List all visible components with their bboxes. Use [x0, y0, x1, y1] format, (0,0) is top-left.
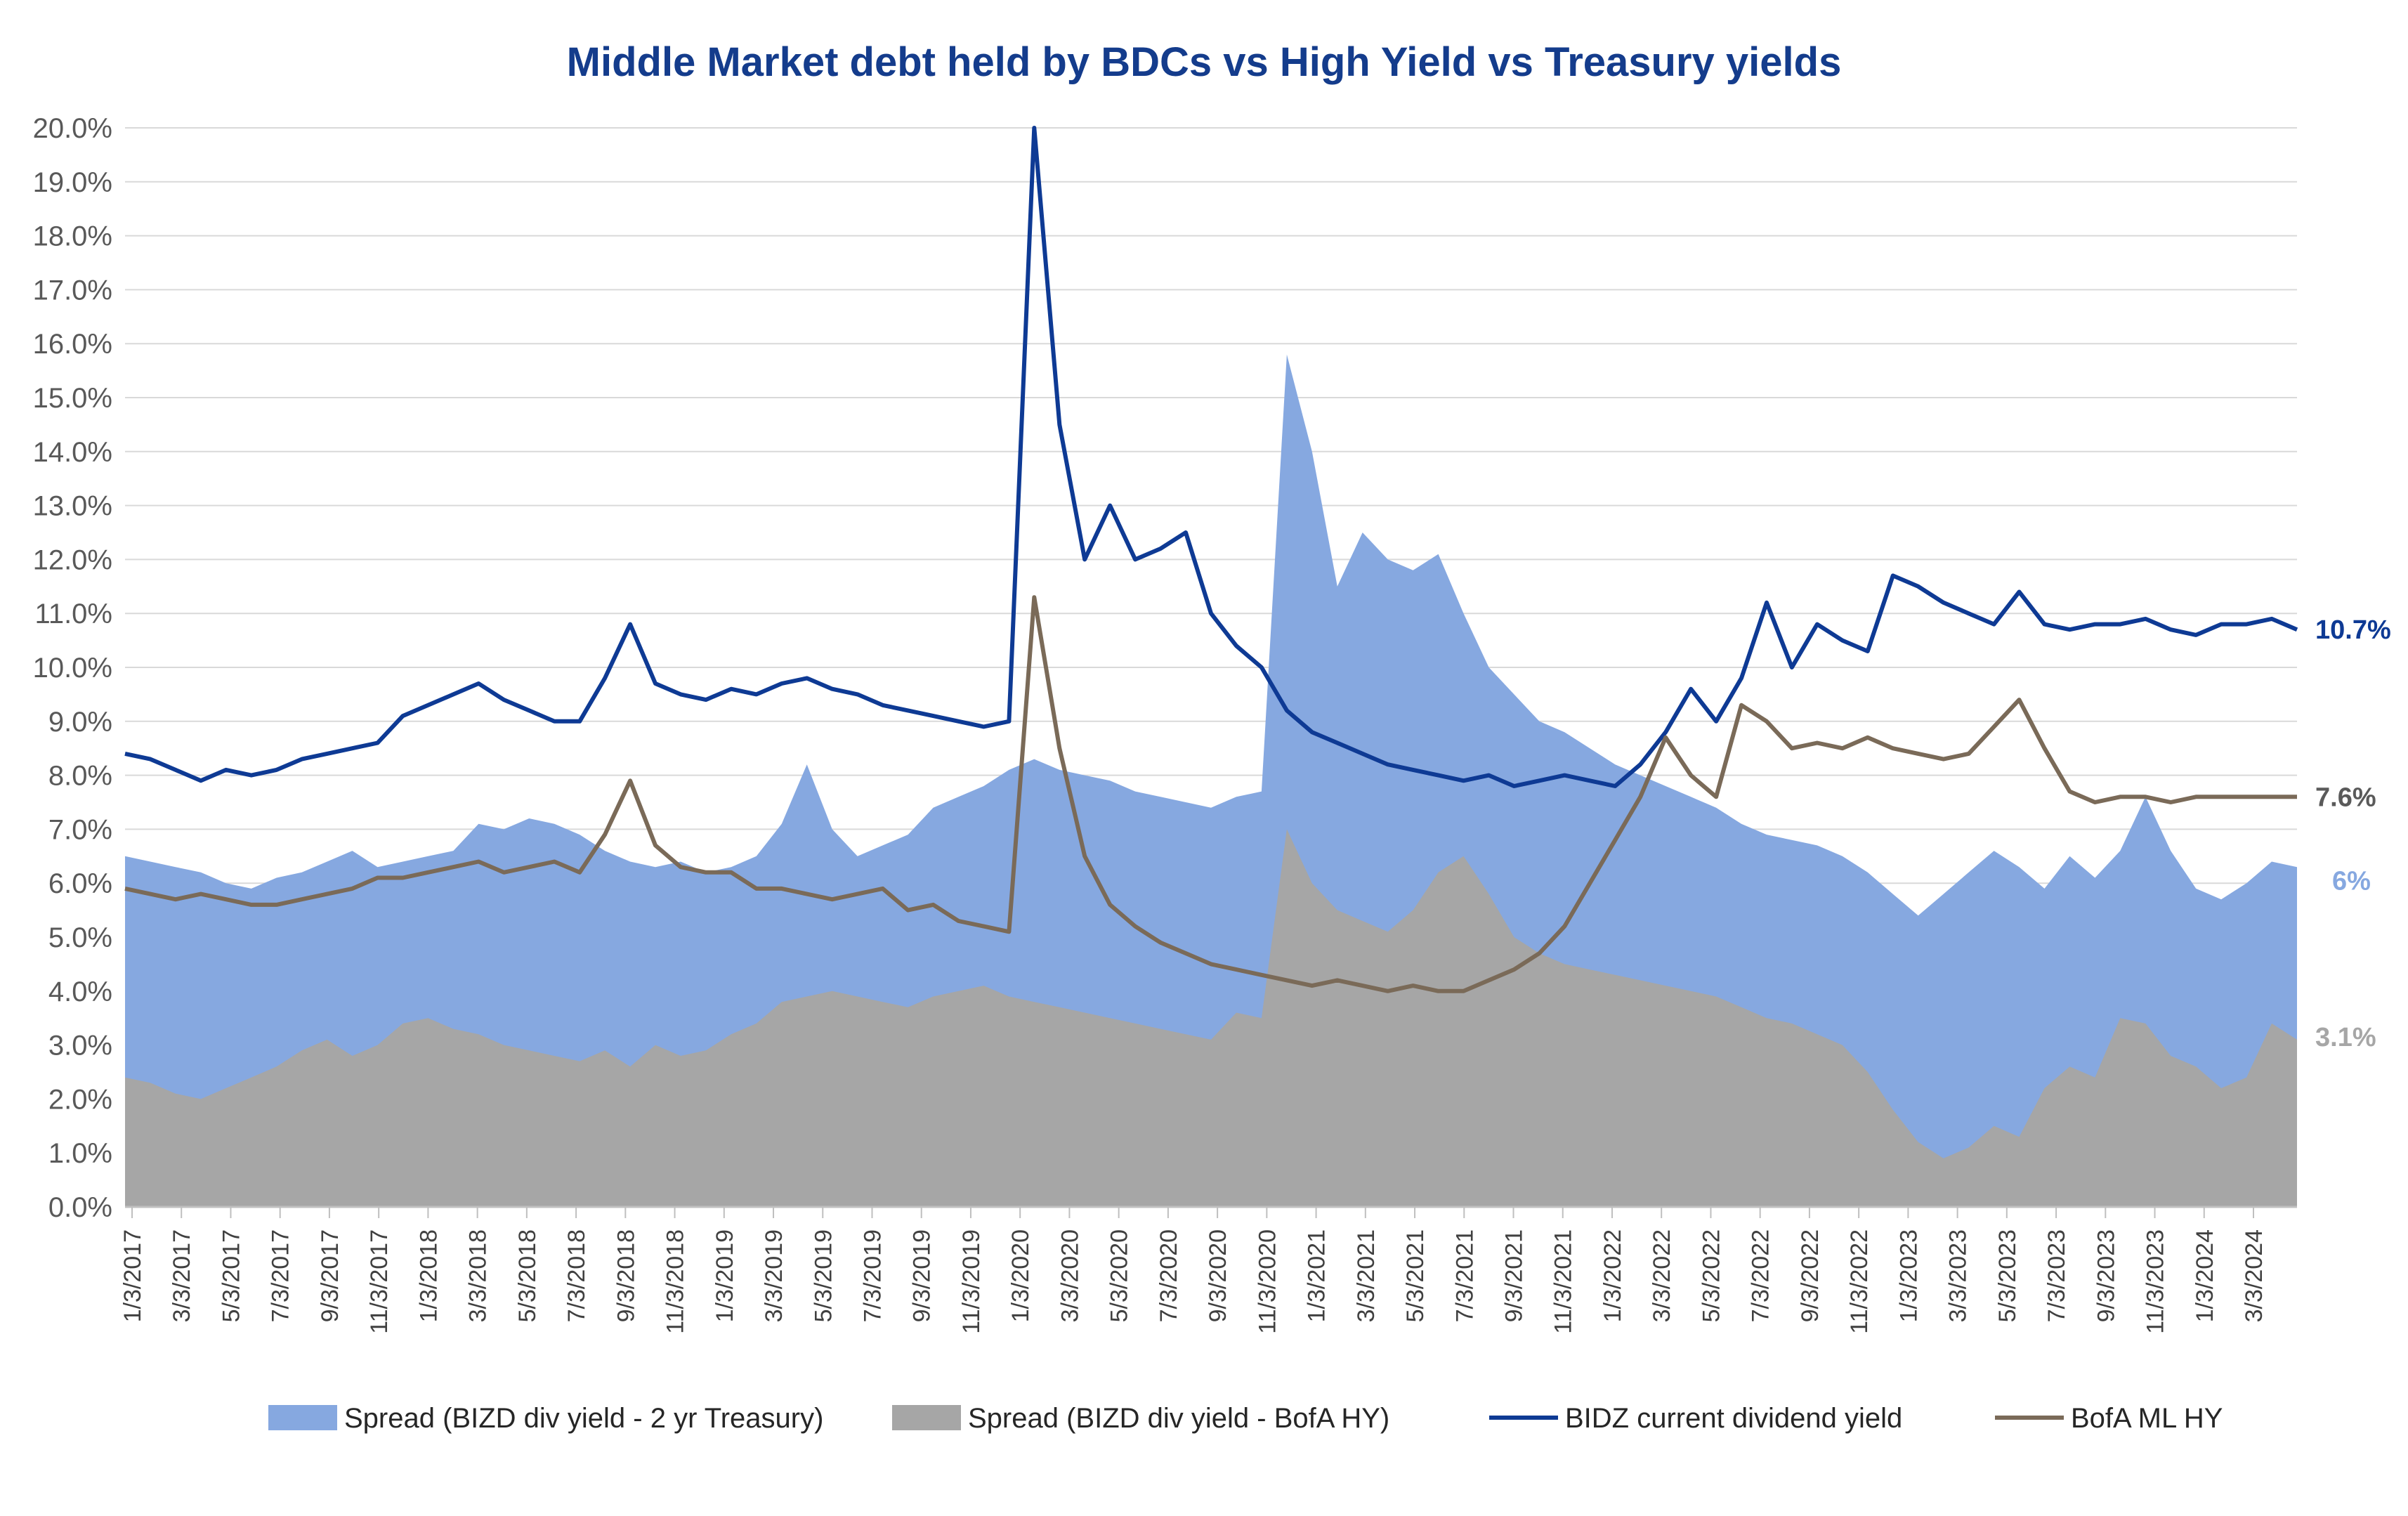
legend-bizd-yield: BIDZ current dividend yield	[1489, 1403, 1902, 1434]
chart-title: Middle Market debt held by BDCs vs High …	[567, 39, 1842, 85]
x-tick-label: 7/3/2019	[859, 1229, 886, 1322]
line-bizd-yield	[124, 126, 2298, 788]
x-tick-label: 11/3/2018	[662, 1229, 689, 1334]
legend-spread-treasury-swatch	[268, 1405, 337, 1430]
x-tick-label: 5/3/2019	[810, 1229, 837, 1322]
x-tick-label: 1/3/2017	[119, 1229, 146, 1322]
x-tick-label: 3/3/2022	[1649, 1229, 1675, 1322]
y-tick-label: 20.0%	[33, 113, 112, 144]
y-tick-label: 18.0%	[33, 221, 112, 252]
x-tick-label: 3/3/2023	[1945, 1229, 1972, 1322]
x-tick-label: 3/3/2018	[465, 1229, 492, 1322]
x-tick-label: 9/3/2020	[1205, 1229, 1231, 1322]
x-tick-label: 3/3/2024	[2241, 1229, 2268, 1322]
x-tick-label: 11/3/2019	[958, 1229, 985, 1334]
x-tick-label: 5/3/2018	[514, 1229, 541, 1322]
x-tick-label: 11/3/2020	[1254, 1229, 1281, 1334]
end-labels: 10.7% 7.6% 6% 3.1%	[2315, 615, 2391, 1052]
legend-bizd-yield-label: BIDZ current dividend yield	[1565, 1403, 1902, 1434]
x-tick-label: 7/3/2023	[2043, 1229, 2070, 1322]
x-tick-label: 3/3/2021	[1353, 1229, 1380, 1322]
x-tick-label: 11/3/2021	[1550, 1229, 1577, 1334]
x-tick-label: 9/3/2021	[1501, 1229, 1528, 1322]
x-tick-label: 9/3/2017	[317, 1229, 343, 1322]
x-tick-label: 5/3/2022	[1698, 1229, 1725, 1322]
y-tick-label: 10.0%	[33, 653, 112, 684]
x-tick-label: 7/3/2018	[563, 1229, 590, 1322]
legend-spread-treasury: Spread (BIZD div yield - 2 yr Treasury)	[268, 1403, 823, 1434]
y-tick-label: 14.0%	[33, 437, 112, 468]
x-tick-label: 9/3/2022	[1797, 1229, 1824, 1322]
plot-lines	[124, 126, 2298, 993]
x-tick-label: 7/3/2021	[1451, 1229, 1478, 1322]
x-tick-label: 5/3/2017	[218, 1229, 244, 1322]
legend-spread-hy: Spread (BIZD div yield - BofA HY)	[892, 1403, 1389, 1434]
x-tick-label: 7/3/2022	[1748, 1229, 1774, 1322]
legend-spread-hy-label: Spread (BIZD div yield - BofA HY)	[968, 1403, 1389, 1434]
x-tick-label: 1/3/2023	[1895, 1229, 1922, 1322]
legend-bofa-hy-label: BofA ML HY	[2071, 1403, 2223, 1434]
area-spread-hy	[125, 829, 2297, 1207]
y-tick-label: 0.0%	[48, 1192, 112, 1223]
y-tick-label: 6.0%	[48, 868, 112, 899]
y-tick-label: 13.0%	[33, 491, 112, 522]
legend-spread-treasury-label: Spread (BIZD div yield - 2 yr Treasury)	[344, 1403, 823, 1434]
x-tick-label: 7/3/2020	[1156, 1229, 1182, 1322]
legend: Spread (BIZD div yield - 2 yr Treasury) S…	[268, 1403, 2223, 1434]
plot-areas	[125, 354, 2297, 1208]
y-tick-label: 4.0%	[48, 976, 112, 1007]
y-tick-label: 8.0%	[48, 761, 112, 792]
x-tick-label: 5/3/2023	[1994, 1229, 2021, 1322]
legend-bofa-hy: BofA ML HY	[1995, 1403, 2223, 1434]
x-tick-label: 1/3/2018	[415, 1229, 442, 1322]
end-label-spread-treasury: 6%	[2332, 866, 2371, 896]
y-tick-label: 2.0%	[48, 1084, 112, 1115]
x-tick-label: 7/3/2017	[268, 1229, 294, 1322]
y-tick-label: 16.0%	[33, 329, 112, 360]
y-tick-label: 1.0%	[48, 1138, 112, 1169]
x-tick-label: 1/3/2024	[2192, 1229, 2218, 1322]
x-tick-label: 9/3/2019	[909, 1229, 936, 1322]
y-tick-label: 3.0%	[48, 1031, 112, 1061]
y-tick-label: 17.0%	[33, 275, 112, 306]
y-tick-label: 9.0%	[48, 707, 112, 738]
end-label-bizd-yield: 10.7%	[2315, 615, 2391, 645]
x-tick-label: 9/3/2023	[2093, 1229, 2119, 1322]
x-tick-label: 1/3/2020	[1007, 1229, 1034, 1322]
x-tick-label: 3/3/2020	[1056, 1229, 1083, 1322]
y-tick-label: 7.0%	[48, 814, 112, 845]
x-tick-label: 11/3/2022	[1846, 1229, 1873, 1334]
x-axis: 1/3/2017 3/3/2017 5/3/2017 7/3/2017 9/3/2017…	[119, 1205, 2297, 1334]
x-tick-label: 9/3/2018	[613, 1229, 639, 1322]
y-tick-label: 19.0%	[33, 167, 112, 198]
x-tick-label: 1/3/2019	[712, 1229, 738, 1322]
x-tick-label: 5/3/2021	[1402, 1229, 1429, 1322]
x-tick-label: 11/3/2023	[2142, 1229, 2169, 1334]
y-tick-label: 11.0%	[35, 599, 112, 629]
line-bofa-hy	[124, 595, 2297, 993]
x-tick-label: 3/3/2019	[761, 1229, 787, 1322]
x-tick-label: 11/3/2017	[366, 1229, 393, 1334]
area-spread-treasury	[125, 354, 2297, 1208]
y-tick-label: 15.0%	[33, 383, 112, 414]
legend-spread-hy-swatch	[892, 1405, 961, 1430]
x-tick-label: 1/3/2021	[1304, 1229, 1330, 1322]
end-label-spread-hy: 3.1%	[2315, 1023, 2376, 1052]
x-tick-label: 1/3/2022	[1599, 1229, 1626, 1322]
end-label-bofa-hy: 7.6%	[2315, 783, 2376, 812]
x-tick-label: 3/3/2017	[169, 1229, 195, 1322]
y-axis: 0.0% 1.0% 2.0% 3.0% 4.0% 5.0% 6.0% 7.0% 8.0% 9.0%…	[33, 113, 112, 1223]
y-tick-label: 12.0%	[33, 544, 112, 575]
x-tick-label: 5/3/2020	[1106, 1229, 1133, 1322]
y-tick-label: 5.0%	[48, 922, 112, 953]
